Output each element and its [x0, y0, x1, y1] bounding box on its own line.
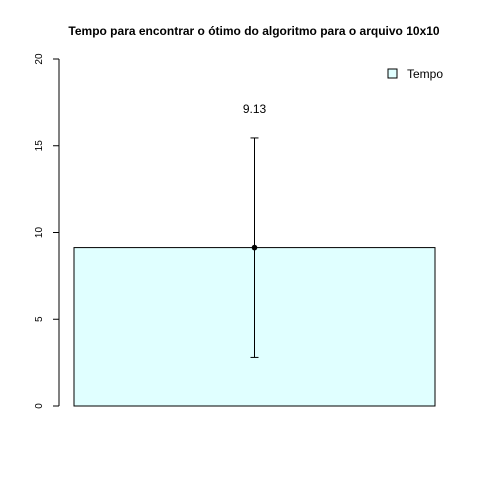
y-axis: 0 5 10 15 20 [34, 53, 60, 409]
y-tick-label: 20 [34, 53, 45, 65]
y-tick-label: 0 [34, 403, 45, 409]
y-tick-label: 15 [34, 140, 45, 152]
mean-point [251, 244, 258, 251]
legend-label-tempo: Tempo [407, 67, 443, 81]
legend-swatch-tempo [387, 68, 398, 79]
data-label-tempo: 9.13 [243, 102, 267, 116]
chart-title: Tempo para encontrar o ótimo do algoritm… [68, 24, 440, 38]
y-tick-label: 10 [34, 227, 45, 239]
y-tick-label: 5 [34, 316, 45, 322]
legend: Tempo [387, 67, 443, 81]
error-bar [250, 137, 259, 358]
